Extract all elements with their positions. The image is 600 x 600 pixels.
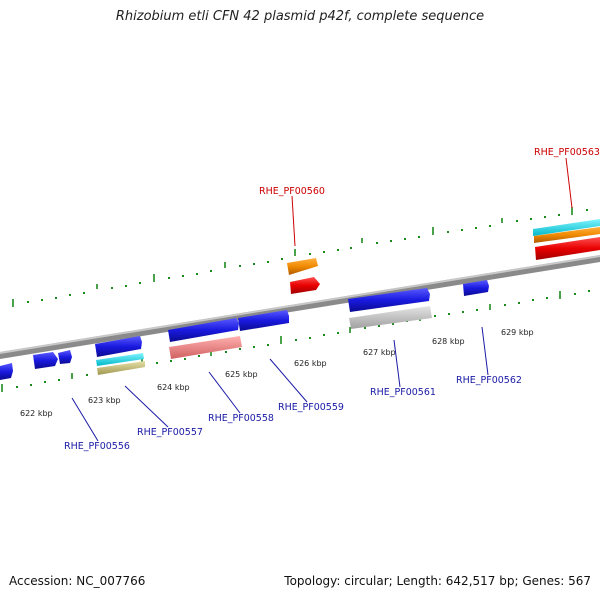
feature-tracks <box>0 219 600 380</box>
map-title: Rhizobium etli CFN 42 plasmid p42f, comp… <box>115 9 485 24</box>
gene-arrow[interactable] <box>95 336 142 357</box>
gene-labels: RHE_PF00556 RHE_PF00557 RHE_PF00558 RHE_… <box>64 147 600 452</box>
kbp-label: 626 kbp <box>294 359 327 368</box>
kbp-label: 623 kbp <box>88 396 121 405</box>
gene-arrow[interactable] <box>290 277 320 294</box>
outer-tick-ring <box>12 207 573 307</box>
gene-label[interactable]: RHE_PF00561 <box>370 387 436 398</box>
gene-label[interactable]: RHE_PF00557 <box>137 427 203 438</box>
gene-arrow[interactable] <box>0 363 13 380</box>
outer-tick-dots <box>27 209 588 303</box>
kbp-label: 625 kbp <box>225 370 258 379</box>
gene-label[interactable]: RHE_PF00563 <box>534 147 600 158</box>
gene-label[interactable]: RHE_PF00560 <box>259 186 325 197</box>
gene-arrow[interactable] <box>463 280 489 296</box>
kbp-label: 627 kbp <box>363 348 396 357</box>
gene-arrow[interactable] <box>348 288 430 312</box>
gene-arrow[interactable] <box>58 350 72 364</box>
topology-text: Topology: circular; Length: 642,517 bp; … <box>284 574 591 588</box>
kbp-label: 629 kbp <box>501 328 534 337</box>
gene-arrow[interactable] <box>168 318 239 342</box>
feature-bar[interactable] <box>349 306 432 329</box>
feature-bar[interactable] <box>534 227 600 243</box>
gene-arrow[interactable] <box>238 310 289 331</box>
feature-bar[interactable] <box>97 361 145 375</box>
genome-backbone <box>0 255 600 359</box>
kbp-label: 628 kbp <box>432 337 465 346</box>
kbp-labels: 622 kbp 623 kbp 624 kbp 625 kbp 626 kbp … <box>20 328 534 418</box>
feature-bar[interactable] <box>535 237 600 260</box>
gene-label[interactable]: RHE_PF00562 <box>456 375 522 386</box>
label-leader-lines <box>71 157 573 442</box>
gene-arrow[interactable] <box>287 258 318 275</box>
feature-bar[interactable] <box>169 336 242 359</box>
gene-label[interactable]: RHE_PF00558 <box>208 413 274 424</box>
gene-label[interactable]: RHE_PF00556 <box>64 441 130 452</box>
accession-text: Accession: NC_007766 <box>9 574 146 588</box>
gene-label[interactable]: RHE_PF00559 <box>278 402 344 413</box>
feature-bar[interactable] <box>533 219 600 236</box>
gene-arrow[interactable] <box>33 352 58 369</box>
kbp-label: 622 kbp <box>20 409 53 418</box>
feature-bar[interactable] <box>96 353 144 366</box>
kbp-label: 624 kbp <box>157 383 190 392</box>
